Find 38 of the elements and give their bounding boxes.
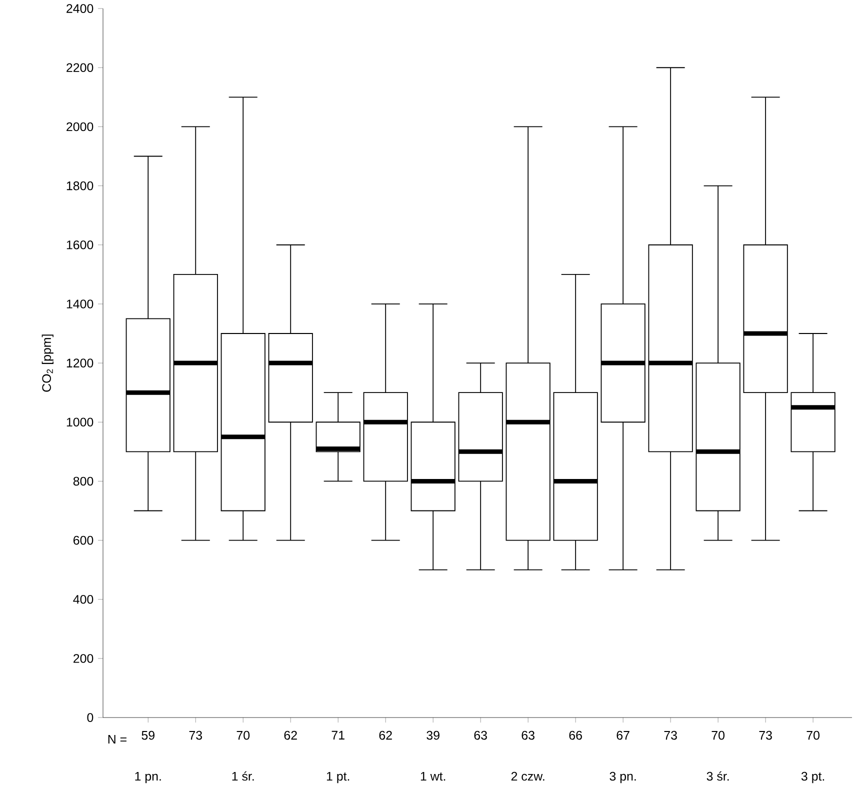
text: 1 wt. <box>420 772 446 781</box>
x-tick-label: 59 <box>142 731 154 740</box>
y-tick-label: 0 <box>87 713 94 722</box>
x-tick-label: 63 <box>474 731 487 740</box>
y-tick-label: 1800 <box>66 182 94 190</box>
y-tick-label: 1200 <box>66 358 94 368</box>
y-tick-label: 2000 <box>66 122 94 132</box>
text: 1 pt. <box>326 772 350 784</box>
x-tick-label: 39 <box>426 731 440 740</box>
y-tick-label: 400 <box>73 595 94 604</box>
y-tick-label: 1600 <box>66 240 94 250</box>
x-tick-label: 71 <box>332 731 344 740</box>
text: 1 śr. <box>232 772 254 781</box>
x-tick-label: 70 <box>806 731 820 740</box>
x-tick-label: 62 <box>379 731 392 740</box>
y-tick-label: 1400 <box>66 300 94 309</box>
y-tick-label: 1000 <box>66 418 94 427</box>
text: 3 śr. <box>706 772 729 781</box>
x-tick-label: 63 <box>522 731 534 740</box>
x-tick-label: 73 <box>759 731 772 740</box>
x-tick-label: 70 <box>236 731 250 740</box>
text: 1 pn. <box>135 772 161 784</box>
text: 3 pt. <box>801 772 824 784</box>
text: N = <box>108 735 126 744</box>
x-tick-label: 66 <box>569 731 582 740</box>
y-tick-label: 2400 <box>66 4 94 14</box>
y-tick-label: 600 <box>74 536 94 545</box>
y-tick-label: 800 <box>73 477 94 486</box>
y-tick-label: 200 <box>74 654 94 664</box>
x-tick-label: 67 <box>616 731 630 740</box>
text: 3 pn. <box>610 772 636 784</box>
text: 2 czw. <box>511 772 544 781</box>
x-tick-label: 62 <box>284 731 297 740</box>
y-axis-title: CO$_{2}$ [ppm] <box>42 334 54 392</box>
y-tick-label: 2200 <box>66 63 94 72</box>
x-tick-label: 70 <box>712 731 725 740</box>
x-tick-label: 73 <box>189 731 202 740</box>
x-tick-label: 73 <box>664 731 677 740</box>
